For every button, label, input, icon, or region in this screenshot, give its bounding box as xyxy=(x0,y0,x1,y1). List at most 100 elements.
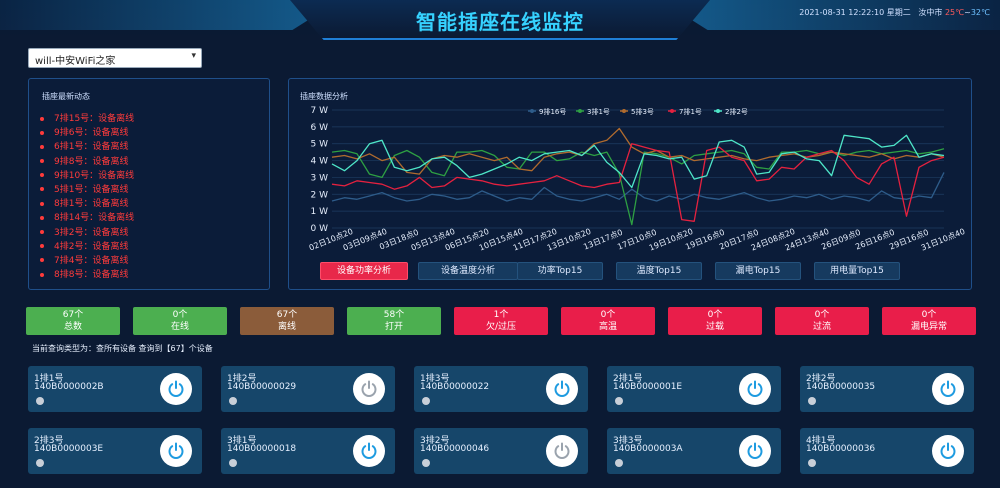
device-card[interactable]: 1排2号 140B00000029 xyxy=(221,366,395,412)
bullet-icon xyxy=(40,244,44,249)
bullet-icon xyxy=(40,187,44,192)
stat-card[interactable]: 0个 在线 xyxy=(133,307,227,335)
power-button[interactable] xyxy=(353,373,385,405)
stat-card[interactable]: 0个 过流 xyxy=(775,307,869,335)
power-button[interactable] xyxy=(160,435,192,467)
news-item: 7排4号：设备离线 xyxy=(40,254,134,268)
legend-marker xyxy=(670,109,674,113)
tab-1[interactable]: 设备温度分析 xyxy=(418,262,518,280)
temp-low: 32℃ xyxy=(970,8,990,17)
device-card[interactable]: 2排2号 140B00000035 xyxy=(800,366,974,412)
y-tick-label: 4 W xyxy=(311,157,329,167)
y-tick-label: 5 W xyxy=(311,140,329,150)
device-card[interactable]: 1排3号 140B00000022 xyxy=(414,366,588,412)
power-icon xyxy=(168,380,184,397)
stat-value: 0个 xyxy=(814,310,830,320)
stat-value: 0个 xyxy=(707,310,723,320)
legend-label: 3排1号 xyxy=(587,107,610,116)
device-name: 2排2号 xyxy=(806,374,836,384)
legend-label: 2排2号 xyxy=(725,107,748,116)
power-icon xyxy=(554,442,570,459)
power-button[interactable] xyxy=(932,373,964,405)
power-button[interactable] xyxy=(160,373,192,405)
news-item-text: 6排1号：设备离线 xyxy=(54,142,129,153)
power-button[interactable] xyxy=(932,435,964,467)
device-card[interactable]: 2排3号 140B0000003E xyxy=(28,428,202,474)
device-code: 140B00000036 xyxy=(806,444,876,454)
device-name: 1排1号 xyxy=(34,374,64,384)
stat-label: 欠/过压 xyxy=(485,322,517,332)
news-item-text: 9排6号：设备离线 xyxy=(54,128,129,139)
device-card[interactable]: 2排1号 140B0000001E xyxy=(607,366,781,412)
tab-3[interactable]: 温度Top15 xyxy=(616,262,702,280)
series-line-2 xyxy=(331,127,945,175)
news-item-text: 8排1号：设备离线 xyxy=(54,199,129,210)
news-item: 4排2号：设备离线 xyxy=(40,240,134,254)
status-dot-icon xyxy=(36,459,44,467)
device-card[interactable]: 3排2号 140B00000046 xyxy=(414,428,588,474)
bullet-icon xyxy=(40,116,44,121)
device-card[interactable]: 4排1号 140B00000036 xyxy=(800,428,974,474)
power-button[interactable] xyxy=(546,435,578,467)
device-card[interactable]: 3排1号 140B00000018 xyxy=(221,428,395,474)
news-item-text: 7排15号：设备离线 xyxy=(54,114,135,124)
series-line-3 xyxy=(331,143,945,222)
header-city: 汝中市 xyxy=(918,8,943,17)
page-title: 智能插座在线监控 xyxy=(416,10,584,34)
y-tick-label: 6 W xyxy=(311,123,329,133)
tab-4[interactable]: 漏电Top15 xyxy=(715,262,801,280)
stat-label: 打开 xyxy=(384,322,403,332)
device-name: 1排3号 xyxy=(420,374,450,384)
power-icon xyxy=(361,442,377,459)
device-card[interactable]: 3排3号 140B0000003A xyxy=(607,428,781,474)
device-name: 3排1号 xyxy=(227,436,257,446)
y-tick-label: 1 W xyxy=(311,207,329,217)
series-line-4 xyxy=(331,134,945,189)
legend-label: 5排3号 xyxy=(631,107,654,116)
device-name: 3排3号 xyxy=(613,436,643,446)
y-tick-label: 3 W xyxy=(311,173,329,183)
tab-5[interactable]: 用电量Top15 xyxy=(814,262,900,280)
stat-value: 67个 xyxy=(276,310,298,320)
temp-sep: ~ xyxy=(964,8,971,17)
device-name: 4排1号 xyxy=(806,436,836,446)
news-item: 9排8号：设备离线 xyxy=(40,155,134,169)
status-dot-icon xyxy=(615,397,623,405)
stat-card[interactable]: 1个欠/过压 xyxy=(454,307,548,335)
stat-card[interactable]: 58个打开 xyxy=(347,307,441,335)
power-button[interactable] xyxy=(739,373,771,405)
stat-card[interactable]: 0个过载 xyxy=(668,307,762,335)
tab-0[interactable]: 设备功率分析 xyxy=(320,262,408,280)
header-datetime: 2021-08-31 12:22:10 星期二 xyxy=(799,8,911,17)
legend-marker xyxy=(530,109,534,113)
power-icon xyxy=(747,380,763,397)
series-line-1 xyxy=(331,148,945,226)
bullet-icon xyxy=(40,272,44,277)
tab-2[interactable]: 功率Top15 xyxy=(517,262,603,280)
stat-value: 58个 xyxy=(383,310,405,320)
stat-card[interactable]: 67个 总数 xyxy=(26,307,120,335)
stat-card[interactable]: 0个 漏电异常 xyxy=(882,307,976,335)
bullet-icon xyxy=(40,173,44,178)
device-card[interactable]: 1排1号 140B0000002B xyxy=(28,366,202,412)
legend-marker xyxy=(716,109,720,113)
device-code: 140B00000022 xyxy=(420,382,490,392)
power-button[interactable] xyxy=(353,435,385,467)
power-button[interactable] xyxy=(739,435,771,467)
device-code: 140B0000002B xyxy=(34,382,104,392)
bullet-icon xyxy=(40,230,44,234)
stat-value: 0个 xyxy=(600,310,616,320)
news-item: 5排1号：设备离线 xyxy=(40,183,134,197)
wifi-select[interactable]: will-中安WiFi之家 ▾ xyxy=(28,48,202,68)
news-item: 6排1号：设备离线 xyxy=(40,140,134,154)
stat-value: 0个 xyxy=(921,310,937,320)
stat-value: 1个 xyxy=(493,310,509,320)
device-code: 140B0000001E xyxy=(613,382,683,392)
power-button[interactable] xyxy=(546,373,578,405)
query-info: 当前查询类型为：查所有设备 查询到【67】个设备 xyxy=(32,344,213,353)
stat-card[interactable]: 67个 离线 xyxy=(240,307,334,335)
header-wing-right xyxy=(660,0,1000,30)
stat-label: 过载 xyxy=(705,322,724,332)
power-line-chart: 0 W1 W2 W3 W4 W5 W6 W7 W02日10点2003日09点40… xyxy=(308,106,967,253)
stat-card[interactable]: 0个 高温 xyxy=(561,307,655,335)
